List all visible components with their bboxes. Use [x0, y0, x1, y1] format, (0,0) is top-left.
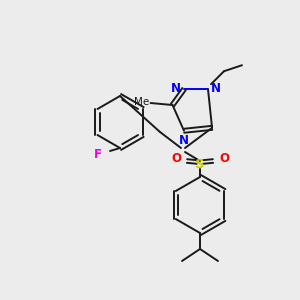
Text: O: O	[171, 152, 181, 166]
Text: N: N	[179, 134, 189, 147]
Text: Me: Me	[134, 97, 149, 107]
Text: N: N	[171, 82, 181, 95]
Text: S: S	[195, 158, 205, 172]
Text: F: F	[94, 148, 102, 160]
Text: O: O	[219, 152, 229, 166]
Text: N: N	[211, 82, 221, 95]
